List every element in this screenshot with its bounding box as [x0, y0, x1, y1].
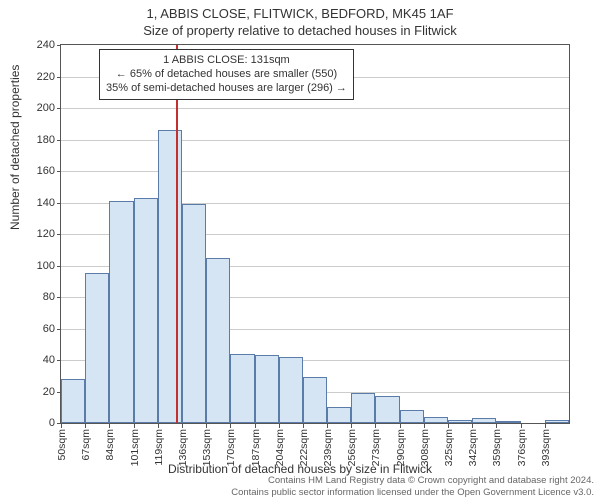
- reference-line: [176, 45, 178, 423]
- ytick-label: 200: [37, 102, 61, 114]
- xtick-label: 84sqm: [102, 429, 116, 461]
- xtick-mark: [61, 423, 62, 428]
- xtick-label: 393sqm: [538, 429, 552, 466]
- xtick-mark: [230, 423, 231, 428]
- histogram-bar: [375, 396, 399, 423]
- xtick-mark: [448, 423, 449, 428]
- histogram-bar: [109, 201, 133, 423]
- histogram-bar: [400, 410, 424, 423]
- xtick-mark: [545, 423, 546, 428]
- xtick-label: 67sqm: [78, 429, 92, 461]
- histogram-bar: [351, 393, 375, 423]
- xtick-label: 170sqm: [223, 429, 237, 466]
- histogram-bar: [545, 420, 569, 423]
- xtick-label: 119sqm: [151, 429, 165, 466]
- ytick-label: 100: [37, 260, 61, 272]
- histogram-bar: [61, 379, 85, 423]
- ytick-label: 0: [49, 417, 61, 429]
- chart-title-description: Size of property relative to detached ho…: [0, 21, 600, 38]
- xtick-label: 204sqm: [272, 429, 286, 466]
- xtick-label: 290sqm: [393, 429, 407, 466]
- xtick-label: 359sqm: [489, 429, 503, 466]
- ytick-label: 220: [37, 71, 61, 83]
- ytick-label: 60: [43, 323, 61, 335]
- histogram-bar: [496, 421, 520, 423]
- xtick-label: 239sqm: [320, 429, 334, 466]
- histogram-bar: [424, 417, 448, 423]
- info-box: 1 ABBIS CLOSE: 131sqm ← 65% of detached …: [99, 49, 354, 100]
- xtick-mark: [375, 423, 376, 428]
- footer-line-1: Contains HM Land Registry data © Crown c…: [231, 475, 594, 486]
- footer-attribution: Contains HM Land Registry data © Crown c…: [231, 475, 594, 498]
- chart-container: 1, ABBIS CLOSE, FLITWICK, BEDFORD, MK45 …: [0, 0, 600, 500]
- xtick-mark: [182, 423, 183, 428]
- xtick-mark: [303, 423, 304, 428]
- xtick-mark: [351, 423, 352, 428]
- ytick-label: 180: [37, 134, 61, 146]
- histogram-bar: [472, 418, 496, 423]
- x-axis-label: Distribution of detached houses by size …: [0, 462, 600, 476]
- xtick-mark: [279, 423, 280, 428]
- xtick-mark: [327, 423, 328, 428]
- histogram-bar: [85, 273, 109, 423]
- xtick-label: 50sqm: [54, 429, 68, 461]
- ytick-label: 40: [43, 354, 61, 366]
- histogram-bar: [303, 377, 327, 423]
- xtick-label: 273sqm: [368, 429, 382, 466]
- histogram-bar: [255, 355, 279, 423]
- histogram-bar: [158, 130, 182, 423]
- xtick-label: 187sqm: [248, 429, 262, 466]
- info-line-property: 1 ABBIS CLOSE: 131sqm: [106, 54, 347, 68]
- xtick-mark: [472, 423, 473, 428]
- xtick-label: 256sqm: [344, 429, 358, 466]
- xtick-label: 136sqm: [175, 429, 189, 466]
- xtick-label: 308sqm: [417, 429, 431, 466]
- xtick-label: 376sqm: [514, 429, 528, 466]
- xtick-label: 325sqm: [441, 429, 455, 466]
- gridline: [61, 108, 569, 109]
- histogram-bar: [327, 407, 351, 423]
- xtick-label: 153sqm: [199, 429, 213, 466]
- gridline: [61, 140, 569, 141]
- xtick-label: 342sqm: [465, 429, 479, 466]
- ytick-label: 140: [37, 197, 61, 209]
- histogram-bar: [134, 198, 158, 423]
- xtick-mark: [85, 423, 86, 428]
- xtick-mark: [134, 423, 135, 428]
- xtick-mark: [424, 423, 425, 428]
- gridline: [61, 171, 569, 172]
- info-line-smaller: ← 65% of detached houses are smaller (55…: [106, 68, 347, 82]
- info-line-larger: 35% of semi-detached houses are larger (…: [106, 82, 347, 96]
- histogram-bar: [279, 357, 303, 423]
- ytick-label: 80: [43, 291, 61, 303]
- xtick-mark: [496, 423, 497, 428]
- xtick-mark: [206, 423, 207, 428]
- xtick-mark: [158, 423, 159, 428]
- xtick-label: 222sqm: [296, 429, 310, 466]
- xtick-label: 101sqm: [127, 429, 141, 466]
- ytick-label: 20: [43, 386, 61, 398]
- histogram-bar: [230, 354, 254, 423]
- ytick-label: 160: [37, 165, 61, 177]
- chart-title-address: 1, ABBIS CLOSE, FLITWICK, BEDFORD, MK45 …: [0, 0, 600, 21]
- histogram-bar: [448, 420, 472, 423]
- ytick-label: 120: [37, 228, 61, 240]
- histogram-bar: [182, 204, 206, 423]
- xtick-mark: [255, 423, 256, 428]
- footer-line-2: Contains public sector information licen…: [231, 487, 594, 498]
- y-axis-label: Number of detached properties: [8, 65, 22, 230]
- xtick-mark: [109, 423, 110, 428]
- xtick-mark: [521, 423, 522, 428]
- xtick-mark: [400, 423, 401, 428]
- ytick-label: 240: [37, 39, 61, 51]
- plot-area: 1 ABBIS CLOSE: 131sqm ← 65% of detached …: [60, 44, 570, 424]
- histogram-bar: [206, 258, 230, 423]
